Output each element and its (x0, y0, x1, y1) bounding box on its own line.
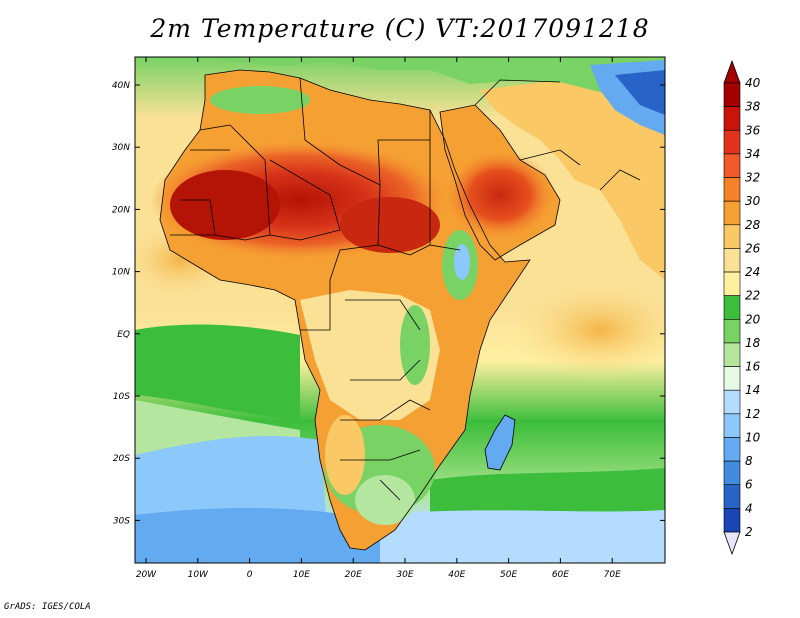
colorbar-label: 32 (745, 171, 760, 185)
colorbar-label: 14 (745, 383, 760, 397)
grads-credit: GrADS: IGES/COLA (4, 602, 91, 612)
colorbar-segment (723, 106, 741, 131)
south-atlantic-colder (135, 508, 380, 563)
iran-india-landmass (480, 80, 665, 280)
colorbar-segment (723, 129, 741, 155)
plot-frame (134, 56, 666, 564)
lon-label: 40E (448, 570, 465, 580)
colorbar-segment (723, 224, 741, 249)
colorbar-segment (723, 508, 741, 533)
colorbar-label: 8 (745, 454, 753, 468)
great-lakes-green (400, 305, 430, 385)
europe-landmass (205, 57, 665, 100)
colorbar-label: 40 (745, 76, 761, 90)
colorbar-top-arrow (723, 59, 741, 84)
country-borders (159, 69, 641, 551)
colorbar-segment (723, 437, 741, 462)
colorbar-label: 16 (745, 360, 761, 374)
lon-label: 30E (396, 570, 413, 580)
south-indian-cool (380, 510, 665, 563)
himalaya-very-cold (615, 70, 665, 115)
colorbar-segment (723, 295, 741, 320)
sudan-hot-core (340, 197, 440, 253)
lat-label: 10N (112, 268, 130, 278)
lat-label: 30N (112, 143, 130, 153)
lon-label: 50E (500, 570, 517, 580)
colorbar-label: 20 (745, 312, 761, 326)
temperature-field (135, 57, 665, 563)
colorbar-segment (723, 484, 741, 509)
colorbar-segment (723, 153, 741, 178)
atlantic-cool-band (135, 324, 300, 420)
south-indian-green (430, 468, 665, 523)
southern-africa-cool (355, 475, 415, 525)
lon-label: 60E (552, 570, 569, 580)
colorbar-segment (723, 413, 741, 438)
lat-label: 30S (113, 516, 130, 526)
colorbar-segment (723, 200, 741, 226)
lon-label: 20E (345, 570, 362, 580)
lat-label: 20N (112, 205, 130, 215)
namibia-warm (325, 415, 365, 495)
colorbar-segment (723, 342, 741, 367)
madagascar (484, 414, 516, 471)
colorbar-label: 12 (745, 407, 760, 421)
colorbar-label: 24 (745, 265, 760, 279)
arabia-hot-zone (445, 150, 555, 240)
lon-label: 0 (247, 570, 253, 580)
lon-label: 70E (604, 570, 621, 580)
lat-label: 10S (113, 392, 130, 402)
colorbar-label: 28 (745, 218, 761, 232)
lat-label: 40N (112, 81, 130, 91)
colorbar-segment (723, 389, 741, 415)
colorbar-segment (723, 319, 741, 344)
longitude-axis: 20W 10W 0 10E 20E 30E 40E 50E 60E 70E (136, 57, 621, 580)
colorbar-segment (723, 82, 741, 107)
map-title: 2m Temperature (C) VT:2017091218 (150, 14, 650, 43)
lon-label: 10W (188, 570, 209, 580)
east-africa-highlands-cool (454, 244, 470, 280)
colorbar-label: 10 (745, 430, 761, 444)
colorbar-label: 6 (745, 478, 753, 492)
colorbar-label: 36 (745, 123, 761, 137)
colorbar-bottom-arrow (723, 531, 741, 556)
lon-label: 20W (136, 570, 157, 580)
lat-label: EQ (117, 330, 130, 340)
lon-label: 10E (293, 570, 310, 580)
colorbar-label: 4 (745, 501, 753, 515)
colorbar-label: 34 (745, 147, 760, 161)
colorbar-label: 30 (745, 194, 761, 208)
colorbar-segment (723, 460, 741, 486)
colorbar-segment (723, 177, 741, 202)
colorbar-label: 22 (745, 289, 760, 303)
colorbar-label: 18 (745, 336, 761, 350)
colorbar-label: 26 (745, 241, 761, 255)
colorbar-segment (723, 366, 741, 391)
mediterranean-coast-green (210, 86, 310, 114)
colorbar: 40 38 36 34 32 30 28 26 24 22 20 18 16 14 12 10 8 6 4 2 (723, 59, 761, 556)
colorbar-segment (723, 271, 741, 296)
latitude-axis: 40N 30N 20N 10N EQ 10S 20S 30S (112, 81, 665, 526)
sahara-hot-core (170, 170, 280, 240)
colorbar-label: 2 (745, 525, 753, 539)
colorbar-segment (723, 248, 741, 273)
indian-ocean-warm (510, 280, 665, 380)
lat-label: 20S (113, 454, 130, 464)
colorbar-label: 38 (745, 100, 761, 114)
